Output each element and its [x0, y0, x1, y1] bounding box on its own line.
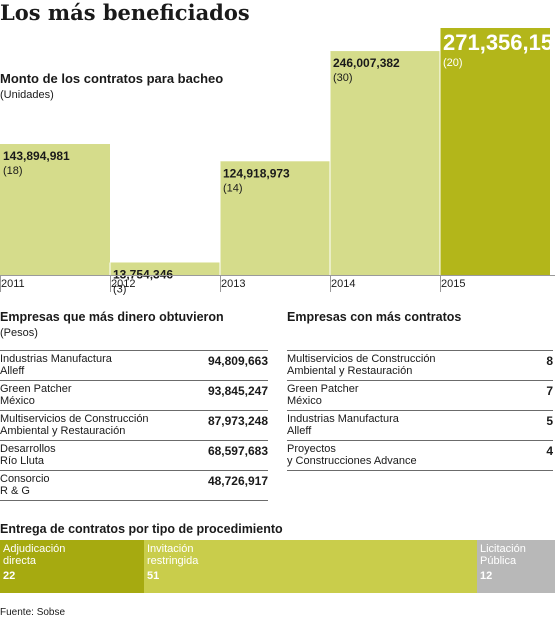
- contracts-company-name: Green Patcher México: [287, 383, 359, 407]
- money-value: 94,809,663: [207, 354, 268, 368]
- table-row: Consorcio R & G 48,726,917: [0, 470, 268, 501]
- procedure-count: 12: [480, 570, 493, 582]
- bar-2011: [0, 144, 110, 275]
- contracts-bar-chart: 143,894,981 (18) 2011 13,754,346 (3)2012 124,…: [0, 28, 555, 295]
- money-company-name: Industrias Manufactura Alleff: [0, 353, 112, 377]
- company-name-line: Ambiental y Restauración: [0, 425, 126, 437]
- company-name-line: Industrias Manufactura: [287, 413, 399, 425]
- company-name-line: y Construcciones Advance: [287, 455, 417, 467]
- source-note: Fuente: Sobse: [0, 607, 66, 618]
- money-value: 87,973,248: [207, 414, 268, 428]
- company-name-line: Río Lluta: [0, 455, 45, 467]
- money-value: 48,726,917: [207, 474, 268, 488]
- company-name-line: Alleff: [287, 425, 312, 437]
- contracts-table-title: Empresas con más contratos: [287, 310, 462, 324]
- bar-value-label: 124,918,973: [223, 166, 290, 180]
- year-tick-label: 2014: [331, 278, 355, 290]
- table-row: Green Patcher México 93,845,247: [0, 380, 268, 411]
- company-name-line: Ambiental y Restauración: [287, 365, 413, 377]
- chart-subtitle: (Unidades): [0, 89, 54, 101]
- procedure-label: Invitación restringida: [147, 543, 198, 567]
- procedure-label-line: Pública: [480, 555, 517, 567]
- money-table-units: (Pesos): [0, 327, 38, 339]
- table-row: Multiservicios de Construcción Ambiental …: [0, 410, 268, 441]
- contracts-value: 4: [546, 444, 553, 458]
- bar-value-label: 143,894,981: [3, 149, 70, 163]
- bar-value-label: 13,754,346: [113, 267, 173, 281]
- bar-count-label: (18): [3, 165, 23, 177]
- procedure-label-line: Adjudicación: [3, 543, 66, 555]
- procedure-label-line: Invitación: [147, 543, 194, 555]
- table-row: Desarrollos Río Lluta 68,597,683: [0, 440, 268, 471]
- bar-2013: [220, 161, 330, 275]
- company-name-line: México: [287, 395, 322, 407]
- year-tick-label: 2011: [1, 278, 25, 290]
- money-company-name: Multiservicios de Construcción Ambiental …: [0, 413, 149, 437]
- money-table-title: Empresas que más dinero obtuvieron: [0, 310, 224, 324]
- table-row: Proyectos y Construcciones Advance 4: [287, 440, 553, 471]
- procedure-label-line: directa: [3, 555, 37, 567]
- procedure-label: Licitación Pública: [480, 543, 526, 567]
- bar-count-label: (3): [113, 283, 126, 295]
- bar-count-label: (20): [443, 57, 463, 69]
- bar-2015: [440, 28, 550, 275]
- company-name-line: Alleff: [0, 365, 25, 377]
- table-bottom-rule: [0, 500, 268, 501]
- contracts-company-name: Proyectos y Construcciones Advance: [287, 443, 417, 467]
- bar-count-label: (30): [333, 72, 353, 84]
- procedure-segment: Licitación Pública 12: [477, 540, 555, 593]
- contracts-company-name: Multiservicios de Construcción Ambiental …: [287, 353, 436, 377]
- table-row: Green Patcher México 7: [287, 380, 553, 411]
- contracts-company-name: Industrias Manufactura Alleff: [287, 413, 399, 437]
- contracts-value: 7: [546, 384, 553, 398]
- procedure-count: 22: [3, 570, 16, 582]
- money-value: 68,597,683: [207, 444, 268, 458]
- page-title: Los más beneficiados: [0, 0, 250, 25]
- company-name-line: Proyectos: [287, 443, 336, 455]
- company-name-line: Industrias Manufactura: [0, 353, 112, 365]
- table-row: Multiservicios de Construcción Ambiental …: [287, 350, 553, 381]
- company-name-line: Green Patcher: [0, 383, 72, 395]
- procedure-label-line: restringida: [147, 555, 199, 567]
- money-company-name: Consorcio R & G: [0, 473, 50, 497]
- procedure-segment: Invitación restringida 51: [144, 540, 477, 593]
- table-row: Industrias Manufactura Alleff 94,809,663: [0, 350, 268, 381]
- bar-2014: [330, 51, 440, 275]
- money-value: 93,845,247: [207, 384, 268, 398]
- table-bottom-rule: [287, 470, 553, 471]
- procedure-segment: Adjudicación directa 22: [0, 540, 144, 593]
- procedure-label-line: Licitación: [480, 543, 526, 555]
- contracts-value: 8: [546, 354, 553, 368]
- bar-2012: [110, 262, 220, 275]
- procedure-title: Entrega de contratos por tipo de procedi…: [0, 522, 283, 536]
- company-name-line: Consorcio: [0, 473, 50, 485]
- table-row: Industrias Manufactura Alleff 5: [287, 410, 553, 441]
- company-name-line: México: [0, 395, 35, 407]
- company-name-line: Multiservicios de Construcción: [0, 413, 149, 425]
- bar-count-label: (14): [223, 182, 243, 194]
- company-name-line: R & G: [0, 485, 30, 497]
- chart-title: Monto de los contratos para bacheo: [0, 71, 224, 86]
- year-tick-label: 2013: [221, 278, 245, 290]
- bar-value-label: 246,007,382: [333, 56, 400, 70]
- company-name-line: Desarrollos: [0, 443, 56, 455]
- company-name-line: Green Patcher: [287, 383, 359, 395]
- year-tick-label: 2012: [111, 278, 135, 290]
- money-company-name: Desarrollos Río Lluta: [0, 443, 56, 467]
- contracts-value: 5: [546, 414, 553, 428]
- procedure-label: Adjudicación directa: [3, 543, 65, 567]
- procedure-count: 51: [147, 570, 160, 582]
- year-tick-label: 2015: [441, 278, 465, 290]
- company-name-line: Multiservicios de Construcción: [287, 353, 436, 365]
- money-company-name: Green Patcher México: [0, 383, 72, 407]
- bar-value-label: 271,356,157: [443, 30, 555, 55]
